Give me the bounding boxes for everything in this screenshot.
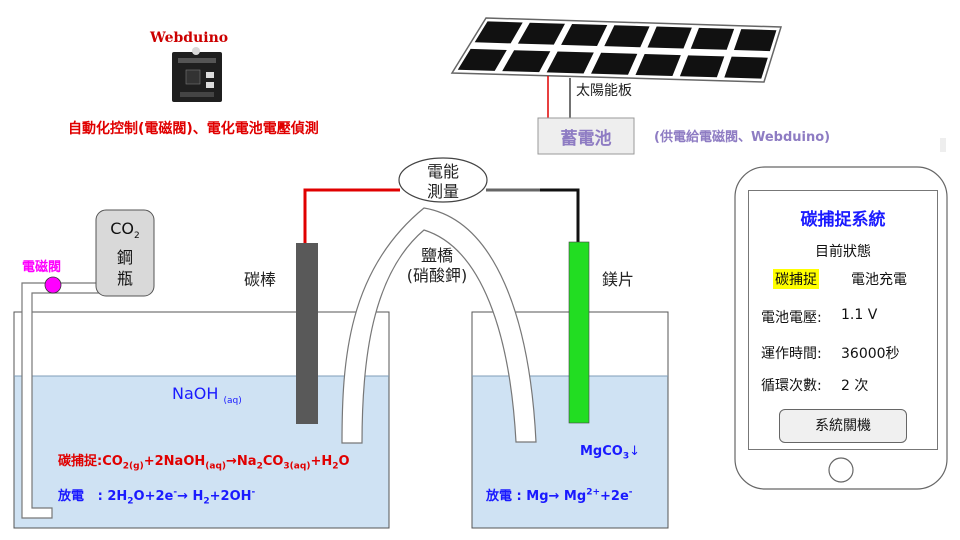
- left-tank: [13, 311, 390, 529]
- solar-panel-label: 太陽能板: [576, 83, 632, 99]
- mg-strip-label: 鎂片: [602, 270, 635, 289]
- solar-cell: [591, 52, 638, 75]
- cycles-label: 循環次數:: [761, 378, 822, 394]
- battery-box: [537, 117, 635, 155]
- mgco3-label: MgCO3↓: [580, 444, 640, 462]
- solar-cell: [561, 23, 608, 46]
- eq-sup: -: [628, 487, 633, 498]
- webduino-board-icon: [172, 47, 222, 102]
- status-capture-badge: 碳捕捉: [773, 269, 819, 289]
- voltage-label: 電池電壓:: [761, 310, 822, 326]
- co2-subscript: 2: [134, 231, 140, 242]
- solar-cell: [679, 55, 725, 78]
- salt-bridge-label-line2: (硝酸鉀): [406, 266, 468, 285]
- solar-cell: [474, 21, 523, 44]
- capture-prefix: 碳捕捉:: [58, 454, 103, 469]
- runtime-value: 36000秒: [841, 346, 900, 362]
- status-heading: 目前狀態: [815, 244, 871, 260]
- eq-part: CO: [262, 454, 284, 469]
- solar-cell: [546, 51, 594, 74]
- mgco3-arrow: ↓: [629, 444, 641, 459]
- system-title: 碳捕捉系統: [800, 210, 886, 230]
- mgco3-subscript: 3: [622, 451, 630, 462]
- eq-part: +2e: [600, 489, 629, 504]
- eq-sub: 3(aq): [283, 461, 311, 472]
- meter-label-line2: 測量: [426, 182, 459, 201]
- co2-line3: 瓶: [116, 269, 133, 289]
- solar-cell: [647, 26, 692, 49]
- magnesium-strip: [568, 241, 590, 424]
- carbon-rod: [296, 243, 318, 424]
- mgco3-formula: MgCO: [580, 444, 623, 459]
- solar-cell: [733, 29, 777, 52]
- discharge-equation-left: 放電 : 2H2O+2e-→ H2+2OH-: [58, 485, 255, 507]
- co2-line2: 鋼: [116, 248, 133, 268]
- eq-sub: 2: [127, 496, 134, 507]
- valve-label: 電磁閥: [22, 260, 62, 275]
- eq-sup: -: [173, 487, 178, 498]
- negative-wire: [486, 188, 580, 242]
- cycles-value: 2 次: [841, 378, 869, 394]
- eq-sub: 2: [332, 461, 339, 472]
- carbon-rod-label: 碳棒: [244, 270, 277, 289]
- battery-label: 蓄電池: [560, 129, 612, 149]
- discharge-left-prefix: 放電: [58, 489, 85, 504]
- eq-sub: (aq): [205, 461, 227, 472]
- phone-screen: 碳捕捉系統 目前狀態 碳捕捉 電池充電 電池電壓: 1.1 V 運作時間: 36…: [748, 190, 938, 450]
- battery-caption: (供電給電磁閥、Webduino): [654, 130, 831, 145]
- phone-home-button[interactable]: [828, 457, 854, 483]
- salt-bridge-label-line1: 鹽橋: [420, 246, 453, 265]
- solenoid-valve-icon[interactable]: [44, 276, 62, 294]
- solar-cell: [635, 54, 681, 77]
- solar-cells: [457, 21, 777, 79]
- solar-cell: [724, 56, 768, 79]
- salt-bridge: [341, 207, 537, 444]
- naoh-state: (aq): [223, 396, 242, 407]
- solar-panel: [450, 17, 783, 83]
- solar-cell: [517, 22, 565, 45]
- shutdown-button[interactable]: 系統關機: [779, 409, 907, 443]
- eq-part: CO: [102, 454, 123, 469]
- eq-part: +2OH: [209, 489, 252, 504]
- co2-cylinder: [95, 209, 155, 297]
- naoh-formula: NaOH: [172, 384, 219, 403]
- salt-bridge-label: 鹽橋 (硝酸鉀): [394, 246, 480, 286]
- meter-label: 電能 測量: [410, 162, 476, 202]
- webduino-title: Webduino: [150, 30, 229, 46]
- eq-sub: 2: [256, 461, 263, 472]
- eq-part: O: [338, 454, 350, 469]
- naoh-label: NaOH (aq): [172, 384, 242, 406]
- co2-formula: CO: [110, 219, 135, 238]
- eq-sub: 2: [203, 496, 210, 507]
- eq-part: : Mg→ Mg: [516, 489, 587, 504]
- solar-cell: [502, 50, 551, 73]
- eq-part: → H: [177, 489, 204, 504]
- runtime-label: 運作時間:: [761, 346, 822, 362]
- eq-sub: 2(g): [122, 461, 144, 472]
- eq-part: →Na: [226, 454, 257, 469]
- eq-part: : 2H: [97, 489, 128, 504]
- solar-cell: [604, 25, 650, 48]
- status-charging: 電池充電: [851, 272, 907, 288]
- webduino-caption: 自動化控制(電磁閥)、電化電池電壓偵測: [68, 121, 319, 137]
- meter-label-line1: 電能: [426, 162, 459, 181]
- voltage-value: 1.1 V: [841, 307, 878, 323]
- discharge-equation-right: 放電 : Mg→ Mg2++2e-: [486, 485, 633, 504]
- positive-wire: [303, 188, 400, 243]
- eq-part: +H: [310, 454, 333, 469]
- co2-cylinder-label: CO2 鋼 瓶: [96, 218, 154, 289]
- discharge-right-prefix: 放電: [486, 489, 513, 504]
- capture-equation: 碳捕捉:CO2(g)+2NaOH(aq)→Na2CO3(aq)+H2O: [58, 450, 350, 472]
- eq-sup: 2+: [586, 487, 600, 498]
- eq-sup: -: [251, 487, 256, 498]
- eq-part: +2NaOH: [143, 454, 206, 469]
- solar-cell: [690, 27, 735, 50]
- left-tank-solution: [14, 376, 389, 528]
- voltmeter: [398, 157, 488, 203]
- eq-part: O+2e: [133, 489, 174, 504]
- solar-cell: [457, 48, 507, 71]
